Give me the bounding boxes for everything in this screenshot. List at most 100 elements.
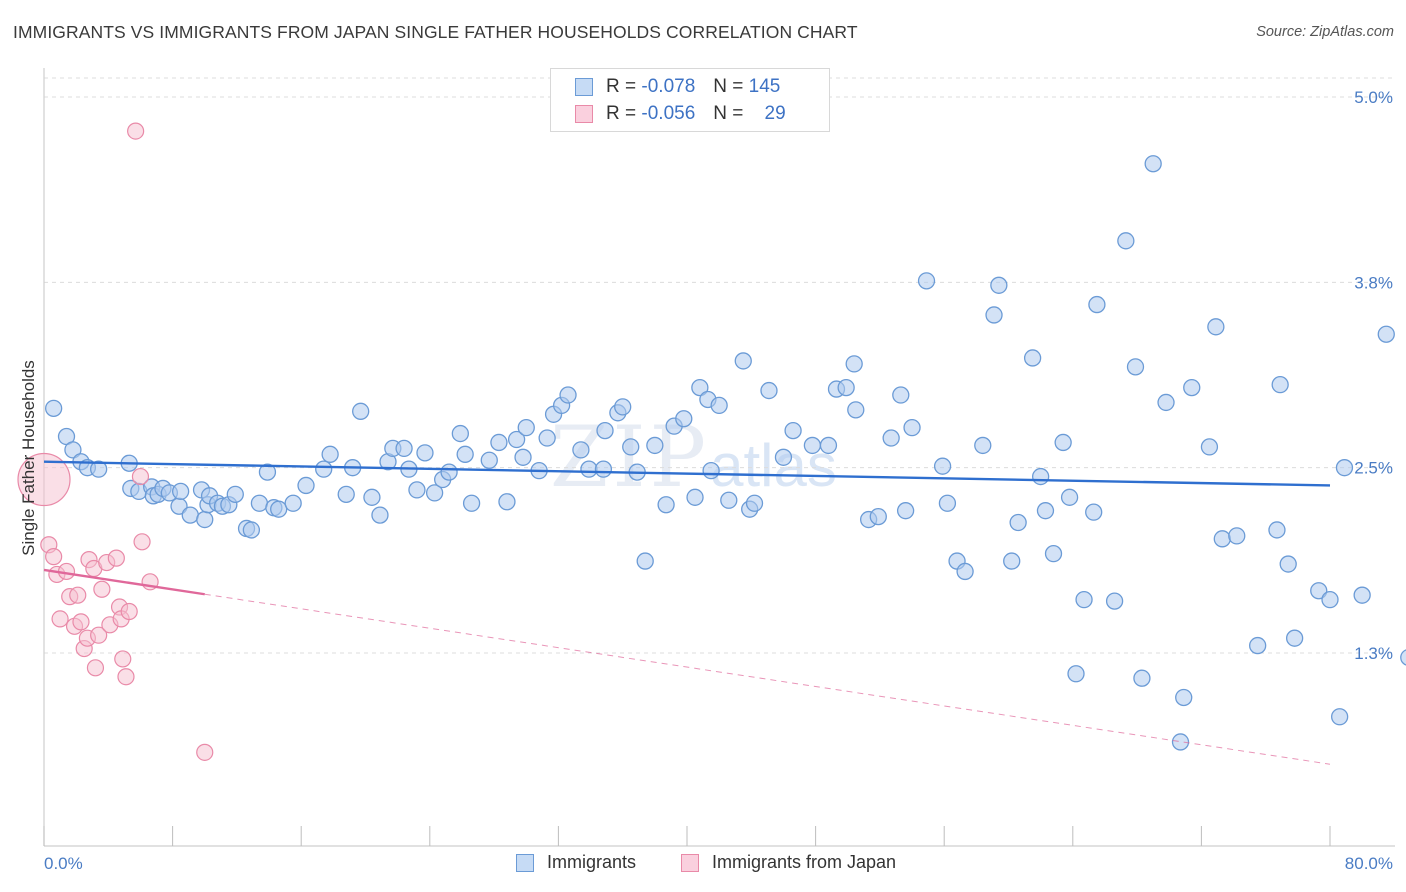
legend-swatch-pink bbox=[681, 853, 699, 872]
data-point-immigrants bbox=[956, 562, 974, 581]
data-point-immigrants bbox=[1183, 378, 1201, 397]
data-point-immigrants bbox=[371, 506, 389, 524]
data-point-immigrants bbox=[1036, 502, 1055, 520]
data-point-immigrants bbox=[1200, 438, 1219, 456]
data-point-japan bbox=[72, 613, 90, 631]
data-point-immigrants bbox=[64, 441, 82, 459]
data-point-immigrants bbox=[514, 448, 532, 466]
data-point-immigrants bbox=[490, 433, 508, 452]
data-point-immigrants bbox=[171, 482, 190, 501]
data-point-immigrants bbox=[869, 507, 887, 526]
data-point-immigrants bbox=[1353, 586, 1371, 604]
legend-r-label: R = bbox=[606, 76, 637, 97]
legend-row-immigrants: R = -0.078 N = 145 bbox=[575, 75, 780, 99]
y-tick-label: 3.8% bbox=[1354, 273, 1393, 292]
data-point-immigrants bbox=[917, 272, 936, 290]
data-point-immigrants bbox=[1330, 708, 1349, 726]
data-point-immigrants bbox=[1310, 582, 1328, 600]
data-point-immigrants bbox=[990, 276, 1008, 294]
trend-line-immigrants bbox=[43, 460, 1331, 487]
legend-n-value: 145 bbox=[748, 76, 781, 97]
data-point-immigrants bbox=[270, 500, 288, 518]
data-point-immigrants bbox=[498, 493, 516, 511]
data-point-immigrants bbox=[1285, 629, 1304, 647]
data-point-immigrants bbox=[44, 399, 63, 418]
data-point-immigrants bbox=[559, 386, 577, 404]
legend-r-value: -0.078 bbox=[641, 76, 696, 97]
legend-item-immigrants[interactable]: Immigrants bbox=[516, 852, 636, 873]
data-point-immigrants bbox=[1009, 513, 1027, 532]
data-point-japan bbox=[107, 549, 125, 567]
data-point-immigrants bbox=[538, 429, 556, 447]
legend-label: Immigrants from Japan bbox=[712, 852, 897, 872]
data-point-immigrants bbox=[614, 398, 632, 416]
data-point-immigrants bbox=[596, 421, 614, 440]
data-point-immigrants bbox=[456, 445, 474, 463]
data-point-japan bbox=[114, 650, 132, 668]
trend-lines bbox=[43, 460, 1331, 765]
data-point-immigrants bbox=[1207, 318, 1225, 336]
data-point-immigrants bbox=[760, 381, 778, 400]
data-point-immigrants bbox=[1279, 555, 1297, 573]
data-point-immigrants bbox=[1157, 393, 1175, 412]
data-point-immigrants bbox=[297, 476, 315, 495]
x-tick-label: 0.0% bbox=[44, 854, 83, 873]
data-point-immigrants bbox=[734, 352, 752, 370]
legend-item-japan[interactable]: Immigrants from Japan bbox=[681, 852, 896, 873]
data-point-immigrants bbox=[1032, 467, 1050, 486]
axes bbox=[43, 68, 1395, 847]
legend-swatch-blue bbox=[516, 853, 534, 872]
chart-title: IMMIGRANTS VS IMMIGRANTS FROM JAPAN SING… bbox=[13, 22, 858, 42]
data-point-immigrants bbox=[622, 438, 640, 456]
data-point-japan bbox=[17, 452, 71, 507]
data-point-japan bbox=[127, 122, 145, 140]
data-point-japan bbox=[133, 533, 151, 551]
data-point-immigrants bbox=[1213, 530, 1231, 548]
series-immigrants-from-japan bbox=[17, 122, 214, 761]
data-point-immigrants bbox=[226, 485, 244, 504]
data-point-japan bbox=[196, 743, 214, 761]
data-point-immigrants bbox=[594, 460, 613, 478]
x-tick-label: 80.0% bbox=[1345, 854, 1393, 873]
data-point-immigrants bbox=[1228, 527, 1246, 545]
data-point-immigrants bbox=[416, 444, 434, 462]
legend-n-value: 29 bbox=[764, 103, 786, 124]
data-point-immigrants bbox=[1105, 592, 1124, 610]
data-point-immigrants bbox=[1377, 325, 1395, 343]
data-point-immigrants bbox=[882, 429, 900, 447]
legend-label: Immigrants bbox=[547, 852, 637, 872]
data-point-immigrants bbox=[1044, 545, 1063, 563]
data-point-immigrants bbox=[720, 491, 738, 509]
data-point-immigrants bbox=[1133, 669, 1151, 687]
y-tick-label: 2.5% bbox=[1354, 459, 1393, 478]
data-point-japan bbox=[45, 548, 63, 566]
data-point-immigrants bbox=[1268, 521, 1286, 539]
data-point-immigrants bbox=[933, 457, 952, 475]
data-point-immigrants bbox=[1400, 649, 1406, 666]
y-axis-title: Single Father Households bbox=[19, 360, 38, 556]
data-point-immigrants bbox=[774, 448, 793, 466]
data-point-immigrants bbox=[363, 488, 381, 506]
data-point-japan bbox=[117, 668, 135, 686]
data-point-immigrants bbox=[395, 439, 413, 458]
data-point-japan bbox=[90, 626, 108, 644]
data-point-immigrants bbox=[315, 460, 333, 478]
data-point-immigrants bbox=[1249, 636, 1267, 655]
data-point-immigrants bbox=[1003, 552, 1021, 570]
series-immigrants bbox=[44, 155, 1406, 751]
data-point-immigrants bbox=[480, 451, 498, 469]
data-point-immigrants bbox=[250, 494, 269, 512]
legend-n-label: N = bbox=[713, 76, 744, 97]
data-point-immigrants bbox=[507, 430, 526, 449]
legend-row-japan: R = -0.056 N = 29 bbox=[575, 102, 786, 126]
data-point-immigrants bbox=[903, 418, 921, 437]
data-point-immigrants bbox=[803, 436, 822, 455]
data-point-immigrants bbox=[1117, 232, 1135, 250]
data-point-japan bbox=[93, 580, 111, 598]
data-point-immigrants bbox=[572, 441, 590, 459]
data-point-immigrants bbox=[181, 506, 199, 524]
data-point-immigrants bbox=[352, 402, 370, 420]
data-point-immigrants bbox=[517, 418, 535, 437]
data-point-immigrants bbox=[1067, 665, 1085, 683]
data-point-immigrants bbox=[1060, 488, 1079, 506]
